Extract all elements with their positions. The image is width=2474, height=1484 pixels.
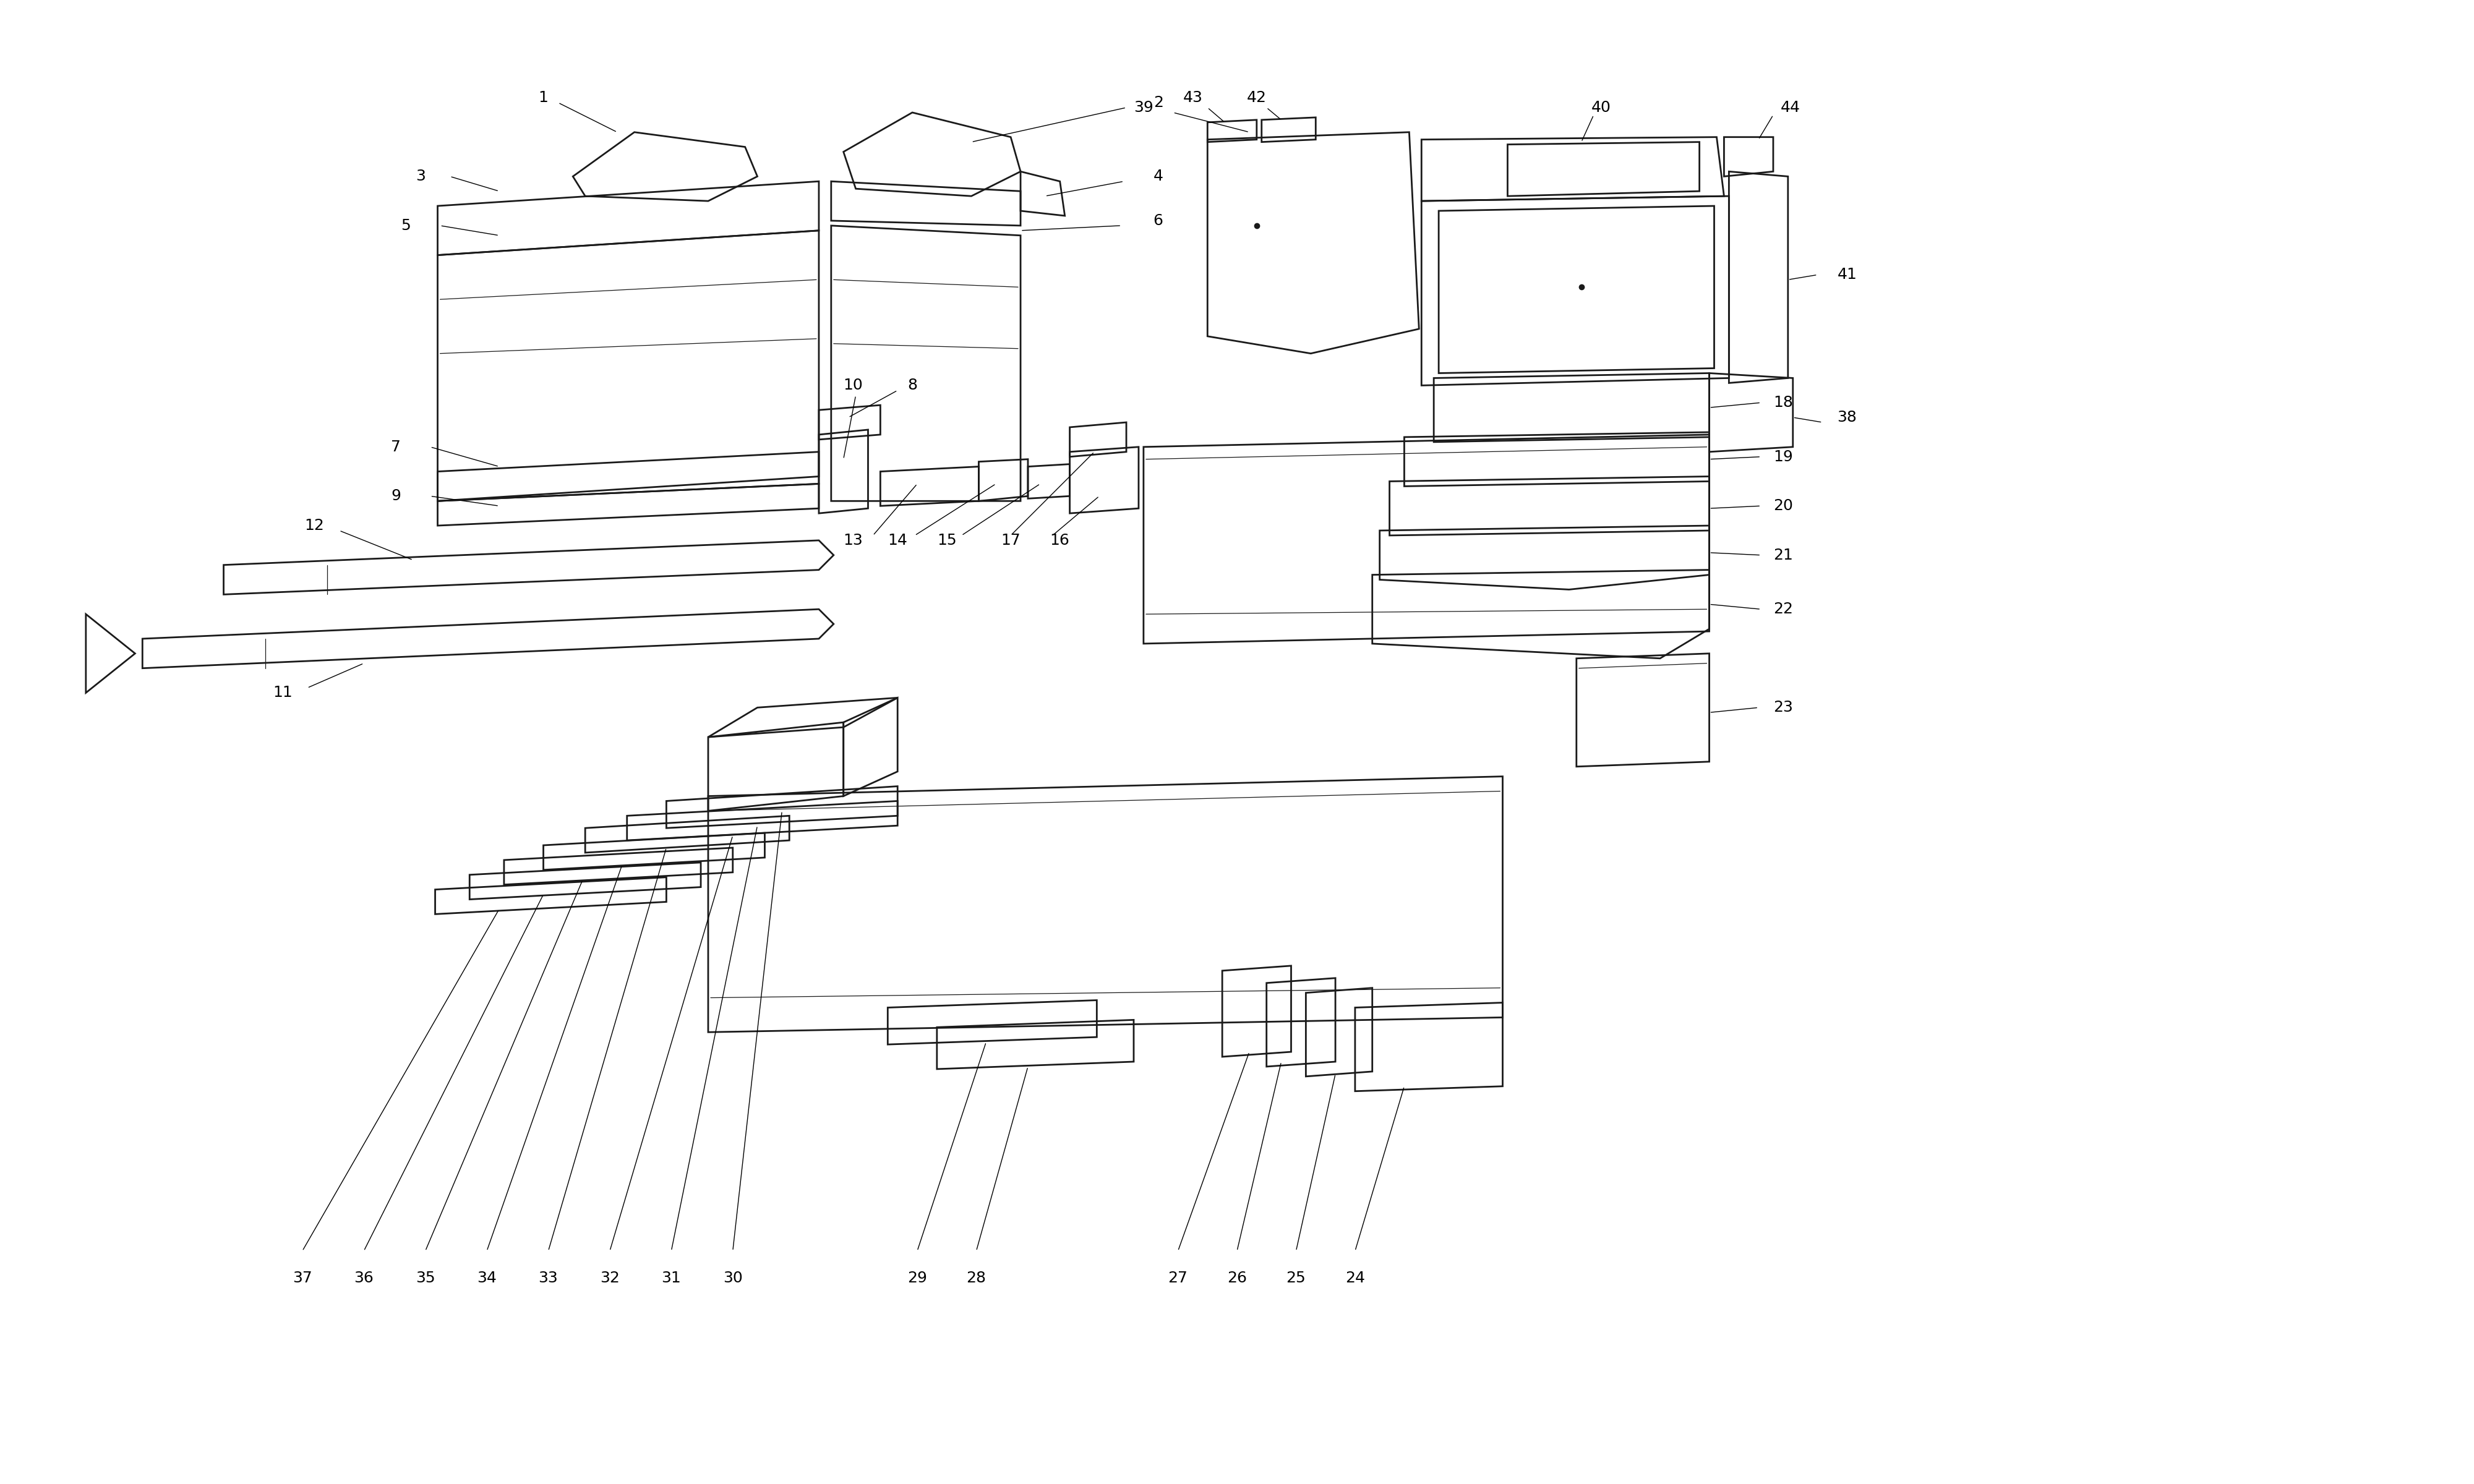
Text: 32: 32 (599, 1270, 618, 1285)
Text: 25: 25 (1286, 1270, 1306, 1285)
Text: 9: 9 (391, 488, 401, 503)
Text: 26: 26 (1227, 1270, 1247, 1285)
Text: 2: 2 (1153, 95, 1163, 110)
Text: 41: 41 (1838, 267, 1858, 282)
Text: 31: 31 (661, 1270, 680, 1285)
Text: 10: 10 (844, 378, 863, 393)
Text: 16: 16 (1049, 533, 1069, 548)
Text: 20: 20 (1774, 499, 1794, 513)
Text: 6: 6 (1153, 214, 1163, 229)
Text: 27: 27 (1168, 1270, 1188, 1285)
Text: 18: 18 (1774, 395, 1794, 410)
Text: 8: 8 (908, 378, 918, 393)
Text: 43: 43 (1183, 91, 1202, 105)
Text: 44: 44 (1781, 99, 1801, 114)
Text: 17: 17 (1002, 533, 1022, 548)
Text: 14: 14 (888, 533, 908, 548)
Text: 36: 36 (354, 1270, 374, 1285)
Text: 39: 39 (1133, 99, 1153, 114)
Text: 33: 33 (539, 1270, 559, 1285)
Text: 35: 35 (416, 1270, 435, 1285)
Text: 38: 38 (1838, 410, 1858, 424)
Text: 11: 11 (272, 686, 292, 700)
Text: 5: 5 (401, 218, 411, 233)
Text: 4: 4 (1153, 169, 1163, 184)
Text: 42: 42 (1247, 91, 1267, 105)
Text: 19: 19 (1774, 450, 1794, 464)
Text: 37: 37 (292, 1270, 312, 1285)
Text: 40: 40 (1591, 99, 1611, 114)
Text: 3: 3 (416, 169, 426, 184)
Text: 13: 13 (844, 533, 863, 548)
Text: 15: 15 (938, 533, 957, 548)
Text: 1: 1 (539, 91, 549, 105)
Text: 29: 29 (908, 1270, 928, 1285)
Text: 30: 30 (722, 1270, 742, 1285)
Text: 34: 34 (477, 1270, 497, 1285)
Text: 22: 22 (1774, 603, 1794, 617)
Text: 12: 12 (304, 518, 324, 533)
Text: 23: 23 (1774, 700, 1794, 715)
Polygon shape (87, 614, 136, 693)
Text: 21: 21 (1774, 548, 1794, 562)
Text: 7: 7 (391, 439, 401, 454)
Text: 28: 28 (967, 1270, 987, 1285)
Text: 24: 24 (1346, 1270, 1366, 1285)
